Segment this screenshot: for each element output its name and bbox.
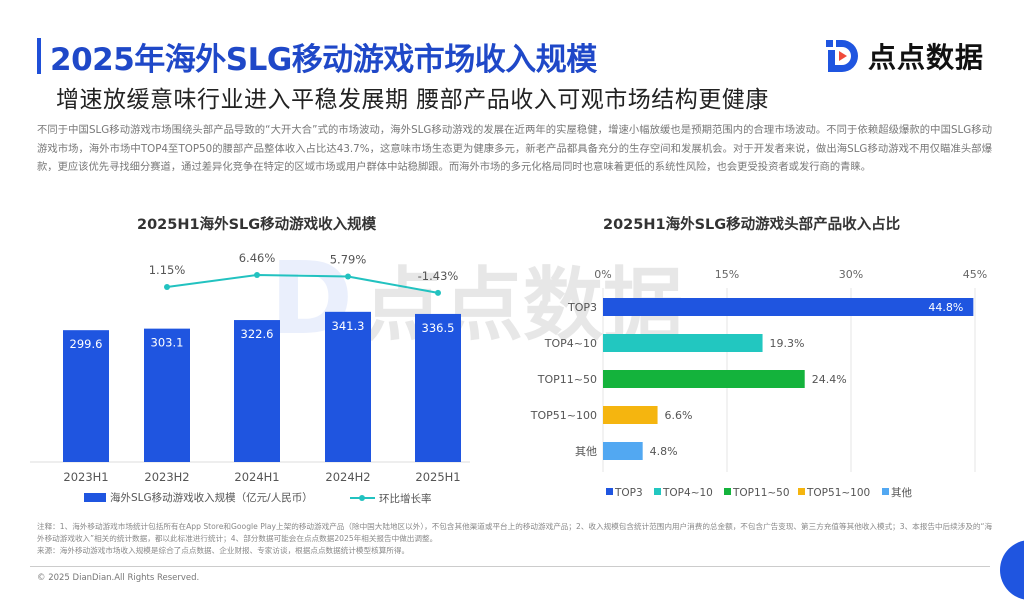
bar-TOP51~100 — [603, 406, 658, 424]
value-label: 4.8% — [650, 445, 678, 458]
x-tick-label: 2025H1 — [415, 470, 460, 484]
x-tick-label: 15% — [715, 268, 739, 281]
bar-2023H1 — [63, 330, 109, 462]
legend-line-label: 环比增长率 — [379, 492, 432, 505]
legend-label: TOP4~10 — [662, 487, 713, 499]
page-subtitle: 增速放缓意味行业进入平稳发展期 腰部产品收入可观市场结构更健康 — [56, 87, 769, 113]
legend-swatch — [606, 488, 613, 495]
growth-label: 5.79% — [330, 253, 367, 267]
footnote-notes: 注释：1、海外移动游戏市场统计包括所有在App Store和Google Pla… — [37, 522, 993, 543]
x-tick-label: 2024H2 — [325, 470, 370, 484]
value-label: 44.8% — [928, 301, 963, 314]
page-title: 2025年海外SLG移动游戏市场收入规模 — [50, 42, 597, 78]
bar-label: 303.1 — [151, 336, 184, 350]
left-chart-title: 2025H1海外SLG移动游戏收入规模 — [137, 217, 377, 233]
legend-label: 其他 — [891, 486, 912, 499]
growth-line — [166, 273, 439, 294]
legend-bar-swatch — [84, 493, 106, 502]
bar-2024H2 — [325, 311, 371, 462]
footer-divider — [30, 566, 990, 567]
category-label: TOP4~10 — [544, 337, 597, 350]
description-paragraph: 不同于中国SLG移动游戏市场围绕头部产品导致的“大开大合”式的市场波动，海外SL… — [37, 124, 992, 173]
right-chart-title: 2025H1海外SLG移动游戏头部产品收入占比 — [603, 217, 901, 233]
legend-swatch — [798, 488, 805, 495]
legend-swatch — [654, 488, 661, 495]
growth-label: 6.46% — [239, 251, 276, 265]
share-chart: 0% 15% 30% 45% TOP3 44.8% TOP4~10 19.3% TOP11~50… — [530, 268, 987, 499]
bar-label: 336.5 — [422, 321, 455, 335]
corner-decoration — [1000, 540, 1024, 600]
bar-TOP4~10 — [603, 334, 763, 352]
category-label: 其他 — [575, 445, 597, 458]
legend-bar-label: 海外SLG移动游戏收入规模（亿元/人民币） — [110, 491, 313, 504]
legend-line-marker — [359, 495, 365, 501]
footnotes: 注释：1、海外移动游戏市场统计包括所有在App Store和Google Pla… — [37, 521, 997, 557]
value-label: 6.6% — [665, 409, 693, 422]
bar-label: 322.6 — [241, 327, 274, 341]
title-accent-bar — [37, 38, 41, 74]
growth-label: -1.43% — [418, 269, 459, 283]
brand-logo: 点点数据 — [824, 36, 984, 76]
bar-2024H1 — [234, 320, 280, 462]
growth-point — [345, 273, 351, 280]
bar-TOP11~50 — [603, 370, 805, 388]
x-tick-label: 45% — [963, 268, 987, 281]
growth-point — [435, 289, 441, 296]
revenue-chart: 299.6 2023H1 303.1 2023H2 322.6 2024H1 341.3 20… — [30, 251, 470, 505]
legend-label: TOP3 — [614, 487, 643, 499]
bar-其他 — [603, 442, 643, 460]
value-label: 19.3% — [770, 337, 805, 350]
growth-point — [254, 272, 260, 279]
footnote-source: 来源：海外移动游戏市场收入规模是综合了点点数据、企业财报、专家访谈，根据点点数据… — [37, 546, 410, 555]
legend-swatch — [724, 488, 731, 495]
category-label: TOP3 — [567, 301, 597, 314]
value-label: 24.4% — [812, 373, 847, 386]
legend-swatch — [882, 488, 889, 495]
x-tick-label: 2023H2 — [144, 470, 189, 484]
x-tick-label: 0% — [594, 268, 611, 281]
bar-label: 299.6 — [70, 337, 103, 351]
bar-2025H1 — [415, 313, 461, 462]
legend-label: TOP51~100 — [806, 487, 870, 499]
x-tick-label: 30% — [839, 268, 863, 281]
x-tick-label: 2023H1 — [63, 470, 108, 484]
growth-label: 1.15% — [149, 263, 186, 277]
logo-text: 点点数据 — [868, 41, 985, 74]
growth-point — [164, 284, 170, 291]
bar-label: 341.3 — [332, 319, 365, 333]
category-label: TOP51~100 — [530, 409, 597, 422]
category-label: TOP11~50 — [537, 373, 597, 386]
diandian-logo-icon — [826, 40, 858, 72]
bar-2023H2 — [144, 328, 190, 462]
copyright: © 2025 DianDian.All Rights Reserved. — [37, 573, 200, 583]
x-tick-label: 2024H1 — [234, 470, 279, 484]
bar-TOP3 — [603, 298, 974, 316]
legend-label: TOP11~50 — [732, 487, 790, 499]
